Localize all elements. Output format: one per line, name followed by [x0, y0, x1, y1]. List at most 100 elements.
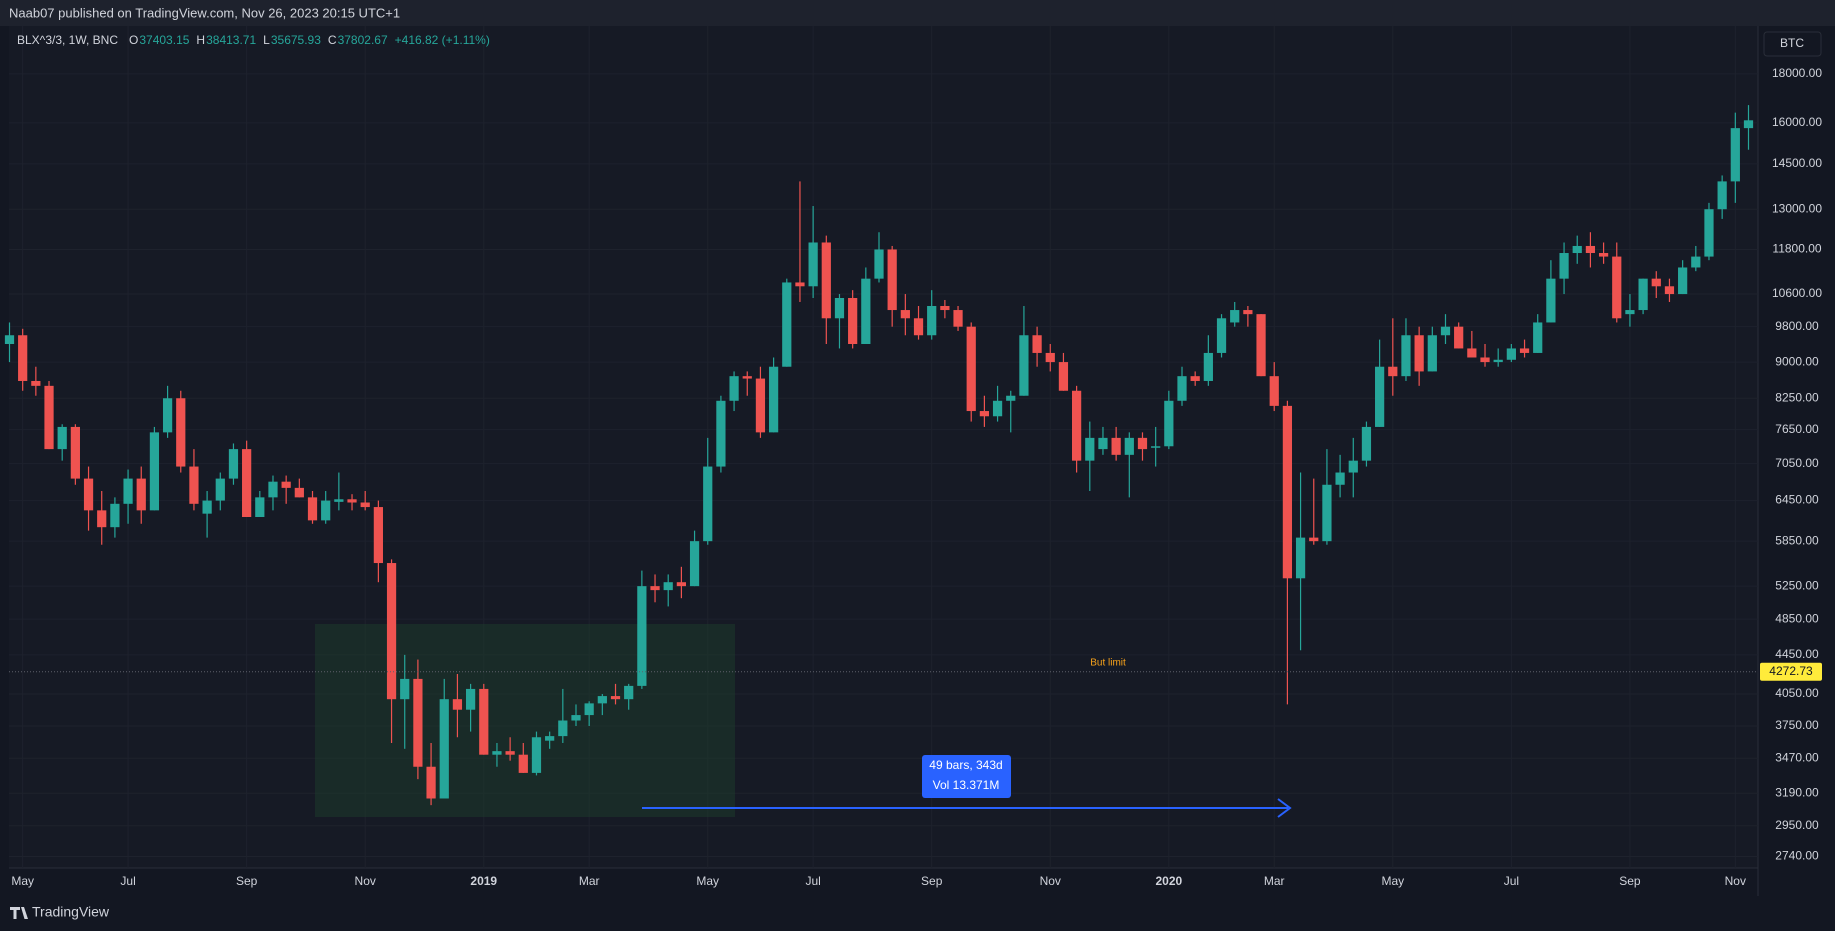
- measure-box: [922, 755, 1011, 798]
- candle-body: [874, 249, 884, 279]
- candle-body: [689, 541, 700, 587]
- candle-body: [742, 376, 752, 379]
- candle-body: [861, 278, 871, 345]
- candle-body: [768, 366, 779, 433]
- candle-body: [755, 378, 766, 433]
- y-tick-label: 4850.00: [1775, 611, 1819, 625]
- candle-body: [176, 398, 186, 467]
- footer: [0, 896, 1835, 931]
- legend-text: +416.82 (+1.11%): [395, 33, 490, 47]
- candle-body: [242, 449, 252, 518]
- candle-body: [992, 400, 1003, 417]
- y-tick-label: 4450.00: [1775, 647, 1819, 661]
- candle-body: [281, 481, 291, 488]
- candle-body: [1598, 253, 1609, 257]
- legend-text: 35675.93: [271, 33, 321, 47]
- candle-body: [228, 449, 239, 479]
- candle-body: [18, 335, 28, 381]
- candle-body: [1533, 322, 1543, 353]
- y-tick-label: 11800.00: [1772, 242, 1821, 256]
- candle-body: [663, 582, 673, 591]
- measure-vol: Vol 13.371M: [933, 778, 1000, 792]
- y-tick-label: 2950.00: [1775, 818, 1819, 832]
- candle-body: [953, 310, 963, 327]
- candle-body: [1230, 310, 1240, 323]
- candle-body: [782, 282, 792, 367]
- candle-body: [1203, 352, 1213, 381]
- candle-body: [1546, 278, 1556, 323]
- candle-body: [1124, 437, 1134, 455]
- candle-body: [1348, 460, 1358, 473]
- candle-body: [1612, 256, 1622, 319]
- legend-text: C: [328, 33, 337, 47]
- candle-body: [1032, 335, 1042, 353]
- candle-body: [1243, 310, 1253, 315]
- candle-body: [545, 736, 555, 741]
- x-tick-label: May: [696, 874, 719, 888]
- candle-body: [1717, 181, 1727, 210]
- x-tick-label: Sep: [236, 874, 258, 888]
- candle-body: [1678, 267, 1688, 295]
- candle-body: [70, 426, 80, 479]
- candle-body: [492, 751, 502, 755]
- candle-body: [979, 411, 990, 417]
- candle-body: [1625, 310, 1635, 315]
- candle-body: [1045, 352, 1055, 363]
- candle-body: [531, 737, 542, 773]
- candle-body: [1454, 326, 1464, 349]
- candle-body: [1743, 120, 1754, 129]
- candle-body: [795, 282, 805, 287]
- candle-body: [31, 380, 41, 386]
- candle-body: [558, 720, 568, 737]
- candle-body: [1638, 278, 1648, 311]
- candle-body: [518, 754, 528, 773]
- candle-body: [900, 310, 910, 319]
- candle-body: [637, 586, 647, 686]
- candle-body: [1691, 256, 1701, 268]
- candle-body: [307, 497, 318, 521]
- candle-body: [1256, 314, 1266, 377]
- price-tag-label: 4272.73: [1769, 664, 1813, 678]
- x-tick-label: Nov: [355, 874, 376, 888]
- candle-body: [97, 510, 107, 528]
- candle-body: [1388, 366, 1398, 377]
- legend-text: 37802.67: [338, 33, 388, 47]
- legend-text: L: [263, 33, 270, 47]
- y-tick-label: 4050.00: [1775, 686, 1819, 700]
- legend-text: O: [129, 33, 138, 47]
- plot-area: [9, 26, 1758, 868]
- brand-text: TradingView: [32, 904, 110, 920]
- x-tick-label: Nov: [1040, 874, 1061, 888]
- currency-label: BTC: [1780, 36, 1804, 50]
- candle-body: [136, 478, 146, 511]
- candle-body: [887, 249, 897, 311]
- candle-body: [1322, 484, 1332, 542]
- candle-body: [913, 318, 924, 336]
- candle-body: [597, 696, 607, 704]
- y-tick-label: 3190.00: [1775, 785, 1819, 799]
- range-box[interactable]: [315, 624, 735, 817]
- x-tick-label: Jul: [1504, 874, 1519, 888]
- candle-body: [1137, 437, 1148, 450]
- candle-body: [162, 398, 173, 433]
- candle-body: [1427, 335, 1437, 372]
- candle-body: [1559, 253, 1569, 279]
- candle-body: [4, 335, 15, 345]
- candle-body: [1295, 537, 1306, 579]
- x-tick-label: Sep: [921, 874, 943, 888]
- candle-body: [360, 502, 370, 508]
- candle-body: [848, 297, 858, 345]
- y-tick-label: 2740.00: [1775, 849, 1819, 863]
- currency-button[interactable]: [1763, 31, 1822, 57]
- x-tick-label: May: [1381, 874, 1404, 888]
- y-tick-label: 3470.00: [1775, 750, 1819, 764]
- candle-body: [439, 699, 449, 799]
- candle-body: [676, 582, 686, 587]
- candle-body: [255, 497, 265, 518]
- y-tick-label: 13000.00: [1772, 201, 1822, 215]
- candle-body: [1190, 376, 1200, 381]
- y-tick-label: 14500.00: [1772, 156, 1822, 170]
- x-tick-label: Jul: [120, 874, 135, 888]
